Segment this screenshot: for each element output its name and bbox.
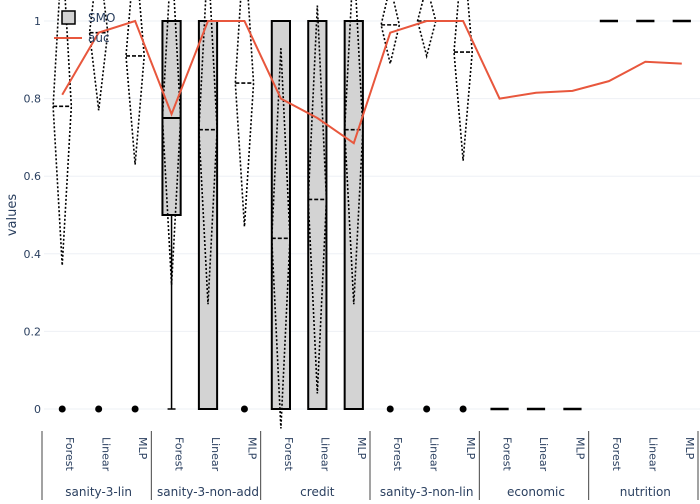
- smo-box-body: [307, 20, 328, 410]
- x-category-label: MLP: [245, 437, 258, 460]
- sd-diamond: [198, 0, 218, 305]
- smo-point: [386, 405, 394, 413]
- sd-diamond: [270, 48, 291, 429]
- x-category-label: Forest: [501, 437, 514, 471]
- auc-line-series: [61, 19, 682, 145]
- sd-diamond: [161, 0, 182, 285]
- x-group-label: credit: [300, 485, 335, 499]
- legend-smo-label: SMO: [88, 11, 115, 25]
- x-group-label: economic: [507, 485, 565, 499]
- legend[interactable]: SMO auc: [54, 10, 115, 45]
- smo-point: [423, 405, 431, 413]
- x-group-label: sanity-3-non-lin: [380, 485, 474, 499]
- smo-box: [307, 20, 328, 410]
- x-category-label: Forest: [391, 437, 404, 471]
- smo-point: [459, 405, 467, 413]
- x-category-label: Linear: [428, 437, 441, 472]
- smo-point: [131, 405, 139, 413]
- smo-box-body: [270, 20, 291, 410]
- sd-diamond: [307, 5, 328, 394]
- y-tick-label: 0: [34, 403, 41, 416]
- x-category-label: MLP: [355, 437, 368, 460]
- y-tick-label: 0.4: [24, 248, 42, 261]
- x-category-label: Linear: [100, 437, 113, 472]
- gridlines: [44, 20, 700, 410]
- x-group-label: sanity-3-non-add: [157, 485, 259, 499]
- legend-smo-swatch: [61, 10, 76, 25]
- sd-diamond: [88, 0, 109, 111]
- x-category-label: MLP: [136, 437, 149, 460]
- sd-diamond: [125, 0, 146, 165]
- x-category-label: MLP: [573, 437, 586, 460]
- x-category-label: Forest: [282, 437, 295, 471]
- sd-diamond: [52, 0, 73, 266]
- y-axis-title: values: [5, 194, 20, 237]
- smo-box: [343, 20, 364, 410]
- legend-item-auc[interactable]: auc: [54, 31, 110, 45]
- x-category-label: Forest: [610, 437, 623, 471]
- x-category-label: Linear: [646, 437, 659, 472]
- x-category-label: MLP: [464, 437, 477, 460]
- auc-line: [61, 19, 682, 145]
- x-category-label: Forest: [63, 437, 76, 471]
- y-tick-label: 0.6: [24, 170, 42, 183]
- sd-diamond: [453, 0, 474, 161]
- x-category-label: Linear: [318, 437, 331, 472]
- legend-auc-label: auc: [88, 31, 110, 45]
- smo-point: [58, 405, 66, 413]
- x-category-label: Linear: [537, 437, 550, 472]
- legend-item-smo[interactable]: SMO: [61, 10, 115, 25]
- sd-diamond: [380, 0, 401, 64]
- x-category-label: MLP: [683, 437, 696, 460]
- smo-box: [270, 20, 291, 410]
- sd-diamond: [343, 0, 364, 305]
- x-group-label: nutrition: [620, 485, 671, 499]
- x-category-label: Forest: [173, 437, 186, 471]
- y-tick-label: 0.8: [24, 93, 42, 106]
- x-category-label: Linear: [209, 437, 222, 472]
- y-tick-label: 1: [34, 15, 41, 28]
- axes: 0 0.2 0.4 0.6 0.8 1 Forest Linear MLP Forest Linea…: [24, 15, 699, 500]
- x-group-label: sanity-3-lin: [65, 485, 132, 499]
- mean-sd-markers: [52, 0, 474, 429]
- y-tick-label: 0.2: [24, 325, 42, 338]
- smo-point: [240, 405, 248, 413]
- sd-diamond: [416, 0, 437, 60]
- smo-point: [95, 405, 103, 413]
